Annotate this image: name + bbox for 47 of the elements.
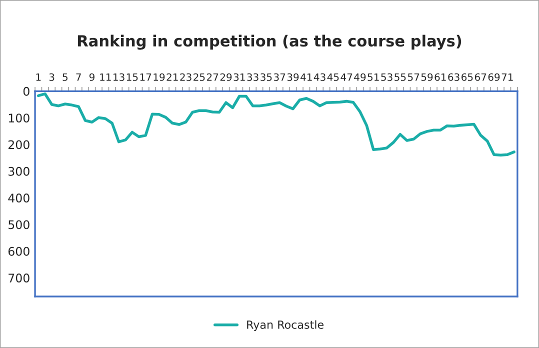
x-tick-label: 5 [62, 73, 68, 81]
x-tick-label: 69 [488, 73, 500, 81]
y-tick-label: 300 [8, 166, 30, 176]
x-tick-label: 3 [49, 73, 54, 81]
y-tick-label: 100 [8, 114, 30, 122]
x-tick-label: 27 [206, 73, 218, 81]
x-tick-label: 71 [502, 73, 513, 81]
x-tick-label: 31 [234, 73, 245, 81]
x-tick-label: 41 [300, 73, 312, 81]
x-tick-label: 63 [448, 73, 460, 81]
x-tick-label: 7 [76, 73, 81, 81]
x-tick-label: 47 [340, 73, 352, 81]
x-tick-label: 23 [180, 73, 192, 81]
x-tick-label: 43 [314, 73, 326, 81]
x-tick-label: 49 [354, 73, 366, 81]
x-tick-label: 55 [394, 73, 406, 81]
chart-title: Ranking in competition (as the course plays) [78, 34, 462, 50]
y-tick-label: 500 [8, 220, 30, 230]
x-tick-label: 1 [36, 73, 41, 81]
line-series [36, 92, 516, 157]
x-tick-label: 33 [247, 73, 258, 81]
y-tick-label: 600 [8, 246, 30, 256]
x-tick-label: 13 [114, 73, 124, 81]
x-tick-label: 25 [194, 73, 205, 81]
x-tick-label: 21 [166, 73, 178, 81]
x-tick-label: 35 [260, 73, 272, 81]
y-tick-label: 0 [23, 86, 30, 96]
x-tick-label: 67 [474, 73, 486, 81]
x-tick-label: 53 [381, 73, 392, 81]
x-tick-label: 9 [89, 73, 94, 81]
x-tick-label: 61 [434, 73, 446, 81]
x-tick-label: 11 [100, 73, 111, 81]
x-tick-label: 39 [287, 73, 299, 81]
y-tick-label: 400 [8, 194, 30, 202]
x-tick-label: 19 [154, 73, 165, 81]
x-tick-label: 17 [140, 73, 152, 81]
x-tick-label: 51 [368, 73, 379, 81]
y-tick-label: 200 [8, 140, 30, 150]
x-tick-label: 65 [462, 73, 473, 81]
x-tick-label: 37 [274, 73, 286, 81]
y-tick-label: 700 [8, 274, 30, 282]
x-tick-label: 59 [421, 73, 433, 81]
x-tick-label: 45 [327, 73, 339, 81]
legend-label: Ryan Rocastle [247, 320, 324, 332]
x-tick-label: 57 [408, 73, 420, 81]
x-tick-label: 15 [126, 73, 138, 81]
x-tick-label: 29 [220, 73, 232, 81]
